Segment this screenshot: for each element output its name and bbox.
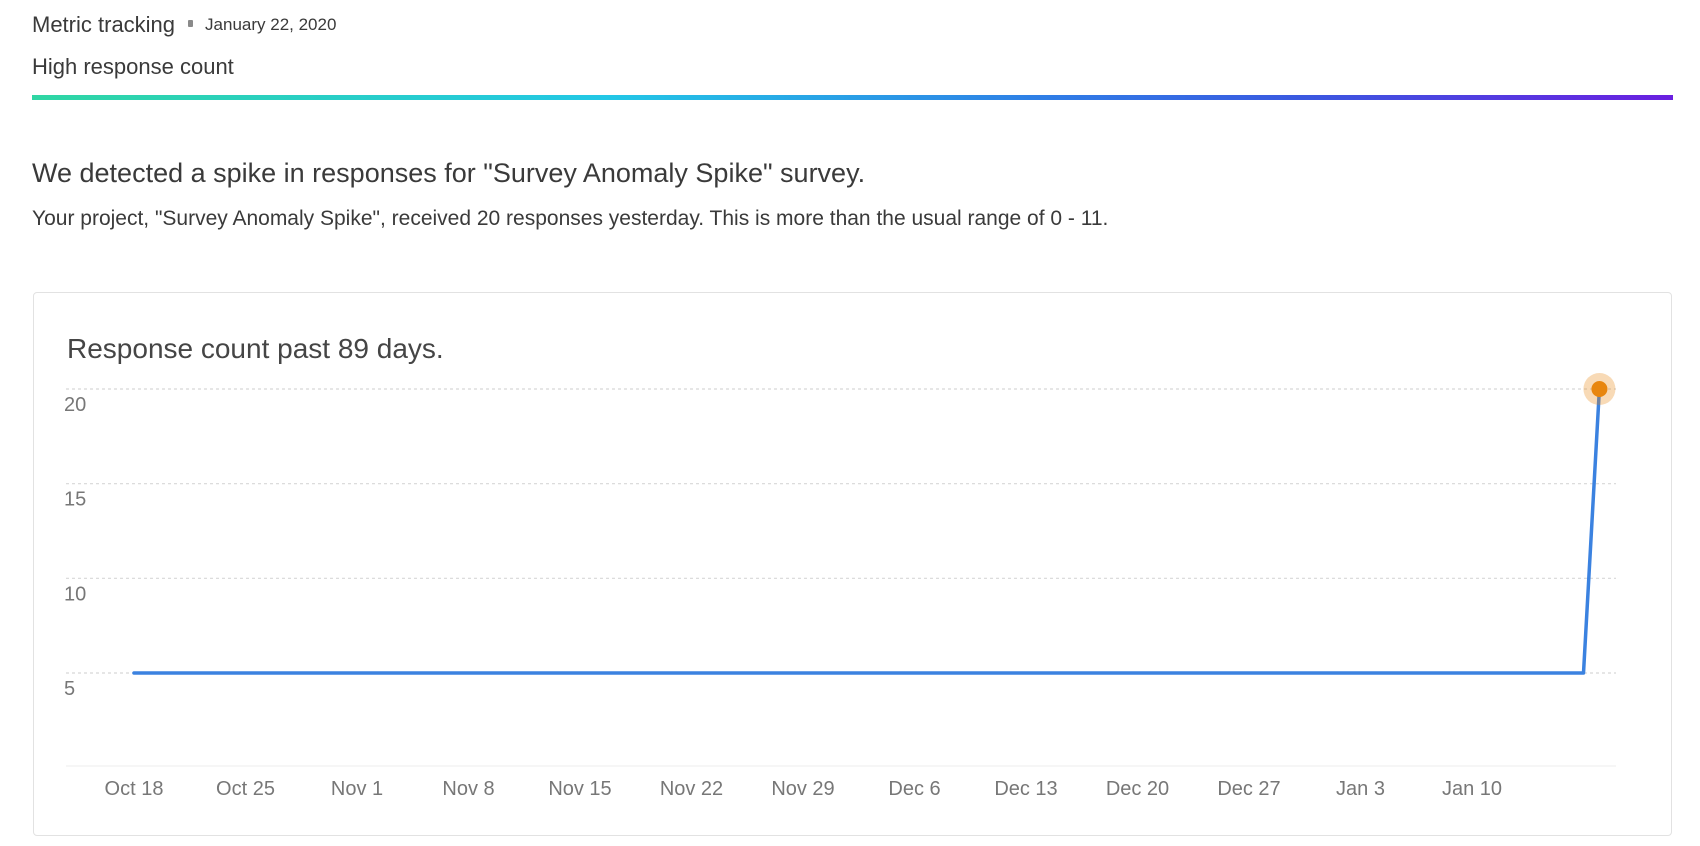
x-tick-label-nov-15: Nov 15 <box>548 778 611 800</box>
x-tick-label-jan-10: Jan 10 <box>1442 778 1502 800</box>
series-line-0 <box>132 387 1602 675</box>
y-tick-label-20: 20 <box>64 394 86 416</box>
header-gradient-divider <box>32 95 1673 100</box>
x-tick-label-oct-25: Oct 25 <box>216 778 275 800</box>
app-title: Metric tracking <box>32 12 176 37</box>
x-tick-label-nov-8: Nov 8 <box>442 778 494 800</box>
x-tick-label-dec-6: Dec 6 <box>888 778 940 800</box>
alert-heading: We detected a spike in responses for "Su… <box>32 158 866 188</box>
alert-type-title: High response count <box>32 54 234 79</box>
header-date: January 22, 2020 <box>205 15 337 34</box>
alert-description: Your project, "Survey Anomaly Spike", re… <box>32 207 1109 230</box>
x-tick-label-dec-20: Dec 20 <box>1106 778 1169 800</box>
x-tick-label-nov-29: Nov 29 <box>771 778 834 800</box>
x-tick-label-nov-22: Nov 22 <box>660 778 723 800</box>
spike-point <box>1591 381 1608 397</box>
x-tick-label-nov-1: Nov 1 <box>331 778 383 800</box>
y-tick-label-10: 10 <box>64 583 86 605</box>
y-tick-label-15: 15 <box>64 489 86 511</box>
x-tick-label-dec-13: Dec 13 <box>994 778 1057 800</box>
x-tick-label-oct-18: Oct 18 <box>105 778 164 800</box>
chart-card: Response count past 89 days. 5 10 15 20 Oct … <box>33 292 1672 836</box>
response-count-chart: 5 10 15 20 Oct 18 Oct 25 Nov 1 Nov 8 Nov 15 Nov 2… <box>64 373 1616 800</box>
x-tick-label-dec-27: Dec 27 <box>1217 778 1280 800</box>
y-tick-label-5: 5 <box>64 678 75 700</box>
chart-title: Response count past 89 days. <box>67 333 444 364</box>
x-tick-label-jan-3: Jan 3 <box>1336 778 1385 800</box>
separator-dot-icon <box>188 19 194 27</box>
header-meta: Metric tracking January 22, 2020 <box>32 12 336 38</box>
